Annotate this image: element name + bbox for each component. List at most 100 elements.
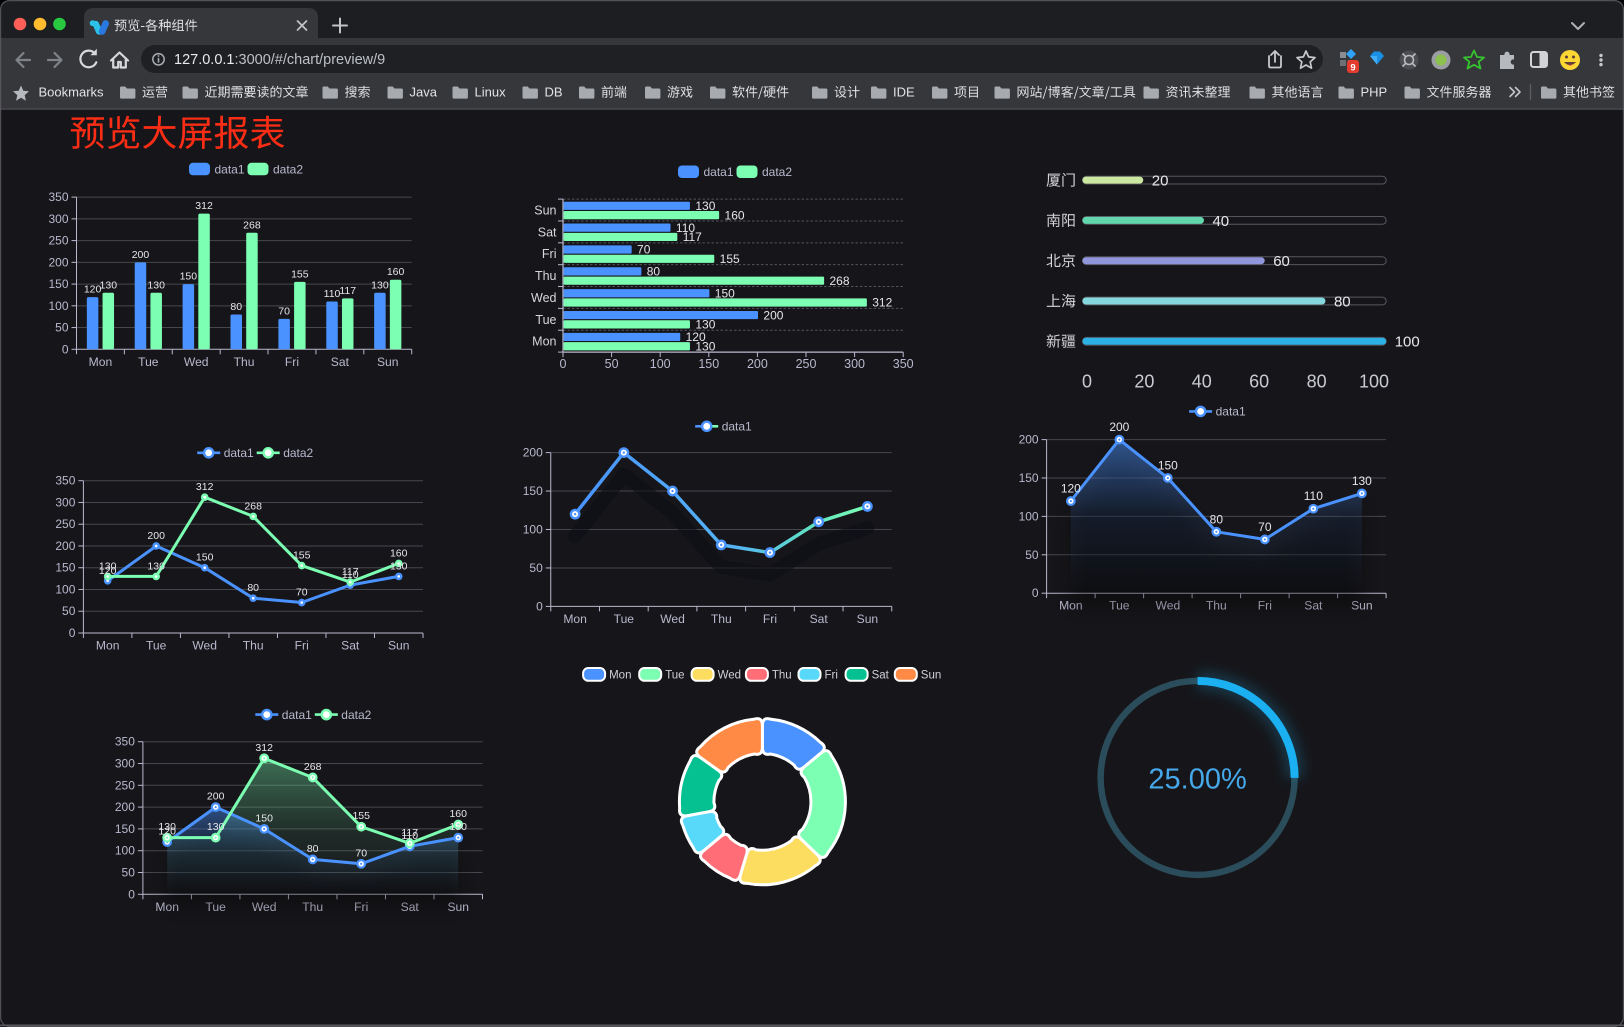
svg-text:Thu: Thu <box>711 612 732 626</box>
svg-text:312: 312 <box>255 742 273 754</box>
svg-text:250: 250 <box>55 517 75 531</box>
svg-text:117: 117 <box>401 827 418 839</box>
svg-text:0: 0 <box>128 887 135 901</box>
svg-text:40: 40 <box>1192 372 1212 392</box>
svg-text:130: 130 <box>207 821 225 833</box>
svg-text:0: 0 <box>1082 372 1092 392</box>
svg-text:80: 80 <box>230 301 242 313</box>
svg-text:110: 110 <box>1304 489 1323 503</box>
svg-text:50: 50 <box>62 604 76 618</box>
svg-text:200: 200 <box>1109 420 1129 434</box>
svg-text:0: 0 <box>69 626 76 640</box>
svg-text:50: 50 <box>1025 548 1039 562</box>
svg-text:Mon: Mon <box>532 335 556 349</box>
svg-text:300: 300 <box>48 212 68 226</box>
svg-text:Fri: Fri <box>763 612 777 626</box>
svg-text:100: 100 <box>523 523 543 537</box>
svg-text:Wed: Wed <box>531 291 557 305</box>
svg-text:80: 80 <box>1307 372 1327 392</box>
svg-text:200: 200 <box>763 308 783 322</box>
svg-text:data2: data2 <box>762 165 792 179</box>
svg-text:25.00%: 25.00% <box>1148 763 1246 795</box>
svg-text:Sat: Sat <box>331 355 350 369</box>
svg-text:Wed: Wed <box>192 639 217 653</box>
svg-text:250: 250 <box>48 234 68 248</box>
svg-text:117: 117 <box>683 230 702 244</box>
svg-text:9: 9 <box>1350 63 1355 74</box>
svg-text:127.0.0.1:3000/#/chart/preview: 127.0.0.1:3000/#/chart/preview/9 <box>174 52 385 68</box>
svg-text:155: 155 <box>291 268 309 280</box>
svg-text:130: 130 <box>147 560 165 572</box>
svg-text:155: 155 <box>720 252 740 266</box>
svg-text:155: 155 <box>352 810 370 822</box>
svg-text:150: 150 <box>1019 471 1039 485</box>
svg-text:268: 268 <box>243 219 261 231</box>
svg-text:160: 160 <box>387 266 405 278</box>
svg-text:110: 110 <box>401 830 418 842</box>
svg-text:150: 150 <box>523 484 543 498</box>
svg-text:Thu: Thu <box>772 670 792 682</box>
svg-text:160: 160 <box>725 208 745 222</box>
svg-text:150: 150 <box>255 812 273 824</box>
svg-text:Tue: Tue <box>665 670 684 682</box>
svg-text:Fri: Fri <box>285 355 299 369</box>
svg-text:Java: Java <box>410 85 438 100</box>
svg-text:Wed: Wed <box>718 670 741 682</box>
svg-text:Sat: Sat <box>341 639 360 653</box>
svg-text:Mon: Mon <box>89 355 113 369</box>
svg-text:Sun: Sun <box>534 204 556 218</box>
svg-text:Thu: Thu <box>243 639 264 653</box>
svg-text:Mon: Mon <box>563 612 587 626</box>
svg-text:130: 130 <box>99 560 117 572</box>
svg-text:Fri: Fri <box>542 247 557 261</box>
svg-text:350: 350 <box>55 474 75 488</box>
svg-text:312: 312 <box>196 481 214 493</box>
svg-text:70: 70 <box>355 847 367 859</box>
svg-text:data1: data1 <box>282 708 312 722</box>
svg-text:200: 200 <box>523 446 543 460</box>
svg-text:150: 150 <box>1158 459 1178 473</box>
svg-text:300: 300 <box>844 357 865 371</box>
svg-text:0: 0 <box>560 357 567 371</box>
svg-text:70: 70 <box>296 587 308 599</box>
svg-text:312: 312 <box>195 200 213 212</box>
svg-text:Tue: Tue <box>138 355 159 369</box>
svg-text:Linux: Linux <box>475 85 507 100</box>
svg-text:200: 200 <box>207 791 225 803</box>
svg-text:80: 80 <box>247 582 259 594</box>
svg-text:Bookmarks: Bookmarks <box>39 85 105 100</box>
svg-text:data2: data2 <box>341 708 371 722</box>
svg-text:50: 50 <box>529 561 543 575</box>
svg-text:Sat: Sat <box>810 612 829 626</box>
svg-text:100: 100 <box>48 299 68 313</box>
svg-text:DB: DB <box>545 85 563 100</box>
svg-text:100: 100 <box>55 582 75 596</box>
svg-text:PHP: PHP <box>1361 85 1388 100</box>
svg-text:50: 50 <box>55 321 69 335</box>
svg-text:200: 200 <box>115 800 135 814</box>
svg-text:data1: data1 <box>224 446 254 460</box>
svg-text:80: 80 <box>1210 512 1224 526</box>
svg-text:80: 80 <box>1334 293 1351 310</box>
svg-text:data1: data1 <box>704 165 734 179</box>
svg-text:150: 150 <box>180 271 198 283</box>
svg-text:250: 250 <box>115 778 135 792</box>
svg-text:Sun: Sun <box>388 639 410 653</box>
svg-text:200: 200 <box>55 539 75 553</box>
svg-text:130: 130 <box>371 279 389 291</box>
svg-text:312: 312 <box>872 296 892 310</box>
svg-text:150: 150 <box>55 561 75 575</box>
svg-text:110: 110 <box>324 288 341 300</box>
svg-text:120: 120 <box>99 565 117 577</box>
svg-text:120: 120 <box>84 284 102 296</box>
svg-text:Sat: Sat <box>872 670 890 682</box>
svg-text:60: 60 <box>1249 372 1269 392</box>
svg-text:100: 100 <box>650 357 671 371</box>
svg-text:Mon: Mon <box>609 670 631 682</box>
svg-text:110: 110 <box>676 221 695 235</box>
svg-text:Fri: Fri <box>295 639 309 653</box>
svg-text:Sun: Sun <box>921 670 941 682</box>
svg-text:110: 110 <box>342 569 359 581</box>
svg-text:250: 250 <box>796 357 817 371</box>
svg-text:130: 130 <box>1352 474 1372 488</box>
